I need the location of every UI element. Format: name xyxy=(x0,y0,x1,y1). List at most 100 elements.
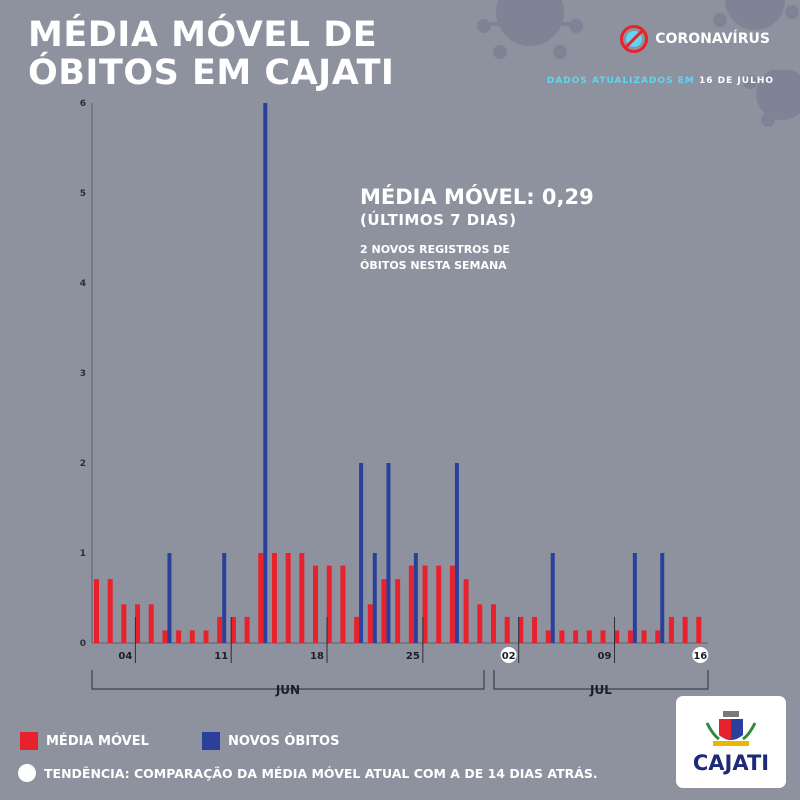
moving-average-bar xyxy=(148,604,154,643)
city-logo: CAJATI xyxy=(676,696,786,788)
month-label: JUL xyxy=(589,683,612,697)
no-virus-icon xyxy=(620,25,649,53)
moving-average-bar xyxy=(354,616,360,643)
x-tick-label: 02 xyxy=(502,651,516,662)
new-deaths-bar xyxy=(660,553,665,643)
x-tick-label: 09 xyxy=(598,651,612,662)
month-bracket xyxy=(493,670,709,690)
moving-average-bar xyxy=(600,630,606,643)
legend-moving-average: MÉDIA MÓVEL xyxy=(20,732,149,750)
moving-average-bar xyxy=(162,630,168,643)
moving-average-bar xyxy=(408,565,414,643)
x-tick-label: 04 xyxy=(118,651,132,662)
coat-of-arms-icon xyxy=(705,711,757,746)
y-tick-label: 4 xyxy=(80,279,86,289)
moving-average-bar xyxy=(655,630,661,643)
page-title: MÉDIA MÓVEL DE ÓBITOS EM CAJATI xyxy=(28,16,394,92)
moving-average-bar xyxy=(285,553,291,643)
y-tick-label: 2 xyxy=(80,459,86,469)
title-line-1: MÉDIA MÓVEL DE xyxy=(28,15,378,55)
moving-average-bar xyxy=(313,565,319,643)
new-deaths-bar xyxy=(372,553,377,643)
moving-average-bar xyxy=(518,616,524,643)
moving-average-bar xyxy=(627,630,633,643)
y-tick-label: 3 xyxy=(80,369,86,379)
moving-average-bar xyxy=(559,630,565,643)
x-tick-label: 16 xyxy=(693,651,707,662)
moving-average-bar xyxy=(326,565,332,643)
moving-average-bar xyxy=(463,579,469,643)
moving-average-bar xyxy=(271,553,277,643)
moving-average-bar xyxy=(682,616,688,643)
new-deaths-bar xyxy=(550,553,555,643)
month-bracket xyxy=(91,670,485,690)
moving-average-bar xyxy=(504,616,510,643)
updated-info: DADOS ATUALIZADOS EM 16 DE JULHO xyxy=(547,76,774,86)
virus-decoration-icon xyxy=(743,70,800,127)
updated-label: DADOS ATUALIZADOS EM xyxy=(546,76,695,86)
moving-average-bar xyxy=(395,579,401,643)
moving-average-bar xyxy=(449,565,455,643)
annotation-note: 2 NOVOS REGISTROS DE ÓBITOS NESTA SEMANA xyxy=(360,243,510,272)
x-tick-label: 25 xyxy=(406,651,420,662)
moving-average-bar xyxy=(107,579,113,643)
moving-average-bar xyxy=(176,630,182,643)
logo-name: CAJATI xyxy=(692,751,770,775)
title-line-2: ÓBITOS EM CAJATI xyxy=(28,53,395,93)
moving-average-bar xyxy=(217,616,223,643)
y-tick-label: 5 xyxy=(80,189,86,199)
virus-decoration-icon xyxy=(477,0,583,59)
tick-highlight-dot xyxy=(692,647,709,663)
new-deaths-bar xyxy=(167,553,172,643)
moving-average-bar xyxy=(532,616,538,643)
moving-average-bar xyxy=(299,553,305,643)
moving-average-bar xyxy=(490,604,496,643)
y-tick-label: 6 xyxy=(80,99,86,109)
brand: CORONAVÍRUS xyxy=(619,24,770,54)
brand-label: CORONAVÍRUS xyxy=(655,31,770,47)
moving-average-bar xyxy=(258,553,264,643)
legend-new-deaths: NOVOS ÓBITOS xyxy=(202,732,339,750)
moving-average-bar xyxy=(586,630,592,643)
legend-swatch-blue xyxy=(202,732,220,750)
moving-average-bar xyxy=(94,579,99,643)
moving-average-bar xyxy=(121,604,127,643)
moving-average-bar xyxy=(135,604,141,643)
x-tick-label: 18 xyxy=(310,651,324,662)
chart-annotation: MÉDIA MÓVEL: 0,29 (ÚLTIMOS 7 DIAS) 2 NOV… xyxy=(360,184,594,274)
trend-dot-icon xyxy=(18,764,36,782)
new-deaths-bar xyxy=(386,463,391,643)
moving-average-bar xyxy=(573,630,579,643)
y-tick-label: 1 xyxy=(80,549,86,559)
moving-average-bar xyxy=(545,630,551,643)
y-tick-label: 0 xyxy=(80,639,86,649)
deaths-bar-chart: 0 1 2 3 4 5 6 04 11 18 25 02 09 16 JUN JUL xyxy=(80,99,709,697)
moving-average-bar xyxy=(340,565,346,643)
moving-average-bar xyxy=(367,604,373,643)
moving-average-bar xyxy=(477,604,483,643)
virus-decoration-icon xyxy=(713,0,799,30)
legend-trend-label: TENDÊNCIA: COMPARAÇÃO DA MÉDIA MÓVEL ATU… xyxy=(44,765,598,781)
new-deaths-bar xyxy=(263,103,268,643)
annotation-headline: MÉDIA MÓVEL: 0,29 xyxy=(360,185,594,209)
moving-average-bar xyxy=(189,630,195,643)
x-tick-label: 11 xyxy=(214,651,228,662)
legend-new-deaths-label: NOVOS ÓBITOS xyxy=(228,733,340,749)
moving-average-bar xyxy=(381,579,387,643)
new-deaths-bar xyxy=(454,463,459,643)
new-deaths-bar xyxy=(632,553,637,643)
moving-average-bar xyxy=(696,616,702,643)
updated-date: 16 DE JULHO xyxy=(699,76,774,86)
moving-average-bar xyxy=(244,616,250,643)
new-deaths-bar xyxy=(222,553,227,643)
moving-average-bar xyxy=(436,565,442,643)
moving-average-bar xyxy=(614,630,620,643)
moving-average-bar xyxy=(668,616,674,643)
legend-swatch-red xyxy=(20,732,38,750)
moving-average-bar xyxy=(203,630,209,643)
legend-trend: TENDÊNCIA: COMPARAÇÃO DA MÉDIA MÓVEL ATU… xyxy=(18,764,598,782)
new-deaths-bar xyxy=(359,463,364,643)
month-label: JUN xyxy=(275,683,300,697)
moving-average-bar xyxy=(641,630,647,643)
annotation-subhead: (ÚLTIMOS 7 DIAS) xyxy=(360,211,517,229)
